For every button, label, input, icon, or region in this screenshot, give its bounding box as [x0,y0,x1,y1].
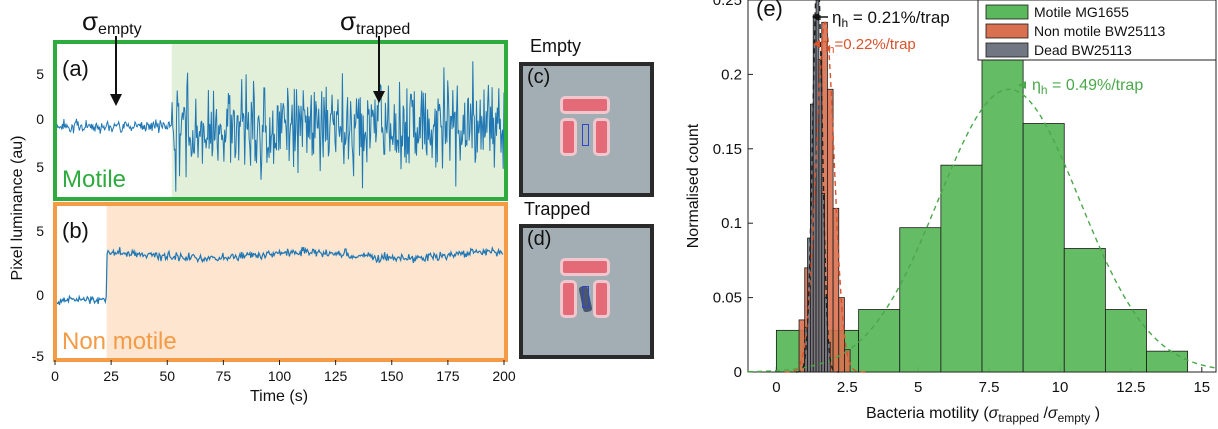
panel-a-label: (a) [62,56,89,81]
left-x-axis: 0 25 50 75 100 125 150 175 200 [51,360,516,384]
trap-electrode-left [560,280,577,318]
hist-bar-0 [1063,248,1106,373]
left-xtick-label: 100 [268,368,292,384]
annotation-motile: ηh = 0.49%/trap [1032,77,1143,97]
thumbnail-c-label: (c) [527,66,551,88]
hist-bar-0 [1146,350,1189,373]
left-xtick-label: 25 [103,368,119,384]
panel-e-legend: Motile MG1655 Non motile BW25113 Dead BW25… [977,0,1217,61]
trap-electrode-left [560,118,577,156]
e-ytick-label: 0.2 [721,66,742,83]
thumbnail-empty [519,62,654,197]
panel-e-gaussian-fits [747,0,1217,373]
hist-bar-0 [1022,123,1065,373]
panel-a-tag: Motile [62,166,126,193]
e-ytick-label: 0.05 [713,290,742,307]
left-xtick-label: 175 [436,368,460,384]
e-xtick-label: 15 [1193,379,1210,396]
e-xtick-label: 2.5 [837,379,858,396]
annotation-nonmotile-arrowhead [813,40,820,48]
e-ytick-label: 0 [734,364,742,381]
trap-electrode-top [560,96,610,114]
e-xtick-label: 12.5 [1116,379,1145,396]
panel-a-ytick-mid: 0 [36,111,44,127]
sigma-trapped-label: σtrapped [340,6,410,38]
hist-bar-0 [1104,309,1147,373]
annotation-dead: ηh = 0.21%/trap [832,8,950,30]
panel-e-ylabel: Normalised count [685,123,702,248]
e-xtick-label: 10 [1052,379,1069,396]
sigma-trapped-arrowhead [373,91,385,103]
hist-bar-0 [858,309,901,373]
legend-swatch [985,42,1029,58]
panel-a: (a) Motile 5 0 5 σempty σtrapped [36,6,508,201]
e-xtick-label: 5 [914,379,922,396]
e-ytick-label: 0.1 [721,215,742,232]
trap-roi-box [582,286,589,308]
annotation-nonmotile: ηh=0.22%/trap [820,36,916,56]
left-xtick-label: 50 [159,368,175,384]
panel-b: (b) Non motile 5 0 -5 [32,202,508,364]
legend-label: Dead BW25113 [1034,42,1132,58]
panel-e-histogram-bars [775,0,1189,373]
trap-electrode-right [593,280,610,318]
panel-e-xlabel: Bacteria motility (σtrapped /σempty ) [866,405,1100,425]
hist-bar-0 [899,227,942,373]
hist-bar-1 [844,349,851,373]
gaussian-fit-0 [747,88,1217,373]
hist-bar-1 [832,207,840,373]
sigma-empty-label: σempty [82,6,142,38]
panel-b-ytick-bottom: -5 [32,348,45,364]
legend-swatch [985,23,1029,39]
hist-bar-2 [821,193,825,373]
panel-b-region [106,206,504,358]
panel-e: 0 2.5 5 7.5 10 12.5 15 0 0.05 0.1 0.15 0.2 0.25 Moti… [685,0,1217,425]
left-ylabel: Pixel luminance (au) [9,136,26,281]
thumbnail-d-label: (d) [527,228,552,250]
sigma-empty-arrowhead [110,94,122,106]
left-xtick-label: 200 [492,368,516,384]
gaussian-fit-2 [795,0,840,373]
panel-a-ytick-top: 5 [36,66,44,82]
gaussian-fit-1 [784,21,866,373]
hist-bar-2 [818,74,823,373]
thumbnail-trapped [519,224,654,359]
trap-electrode-top [560,258,610,276]
thumbnail-c-title: Empty [530,36,582,56]
panel-b-ytick-mid: 0 [36,287,44,303]
e-xtick-label: 7.5 [979,379,1000,396]
panel-a-ytick-bottom: 5 [36,159,44,175]
panel-e-ticks: 0 2.5 5 7.5 10 12.5 15 0 0.05 0.1 0.15 0.2 0.25 [713,0,1210,396]
trap-electrode-right [593,118,610,156]
left-xtick-label: 125 [324,368,348,384]
hist-bar-0 [940,164,983,373]
left-xtick-label: 75 [216,368,232,384]
annotation-dead-arrowhead [812,13,819,21]
e-ytick-label: 0.15 [713,141,742,158]
e-xtick-label: 0 [772,379,780,396]
hist-bar-2 [824,297,828,373]
hist-bar-2 [815,0,820,373]
legend-swatch [985,4,1029,20]
hist-bar-1 [827,88,834,373]
panel-b-tag: Non motile [62,328,177,355]
legend-label: Motile MG1655 [1034,4,1129,20]
legend-label: Non motile BW25113 [1034,23,1165,39]
trap-roi-box [582,124,589,146]
annotation-motile-arrowhead [1018,81,1026,89]
panel-e-label: (e) [756,0,783,21]
panel-a-border [53,40,508,201]
left-xlabel: Time (s) [250,388,308,405]
panel-b-label: (b) [62,218,89,243]
e-ytick-label: 0.25 [713,0,742,9]
panel-b-border [53,202,508,362]
hist-bar-0 [981,20,1024,373]
left-xtick-label: 150 [380,368,404,384]
left-xtick-label: 0 [51,368,59,384]
panel-a-luminance-trace [54,61,505,192]
thumbnail-d-title: Trapped [524,199,591,219]
panel-b-luminance-trace [54,245,504,306]
panel-b-ytick-top: 5 [36,223,44,239]
